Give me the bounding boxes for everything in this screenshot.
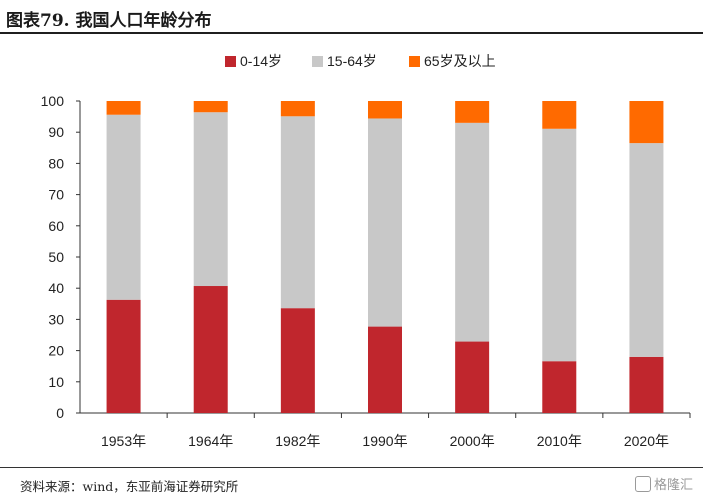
y-tick-label: 100: [41, 93, 65, 109]
bar-segment: [455, 122, 490, 342]
watermark: 格隆汇: [634, 474, 693, 493]
x-tick-label: 1964年: [188, 433, 233, 449]
bar-segment: [368, 118, 402, 327]
y-tick-label: 60: [48, 218, 64, 234]
x-tick-label: 2000年: [450, 433, 495, 449]
watermark-text: 格隆汇: [653, 478, 693, 493]
y-tick-label: 20: [48, 343, 64, 359]
figure-title: 图表79. 我国人口年龄分布: [6, 11, 212, 31]
y-tick-label: 0: [56, 405, 64, 421]
y-tick-label: 10: [48, 374, 64, 390]
bar-segment: [542, 128, 577, 362]
bar-segment: [629, 356, 664, 413]
watermark-logo-icon: [634, 476, 651, 492]
x-tick-label: 2020年: [624, 433, 669, 449]
bar-segment: [542, 361, 577, 413]
y-tick-label: 90: [48, 124, 64, 140]
bar-segment: [455, 101, 490, 123]
bar-segment: [280, 101, 315, 117]
y-tick-label: 50: [48, 249, 64, 265]
legend-label-0: 0-14岁: [240, 53, 282, 69]
source-note: 资料来源：wind，东亚前海证券研究所: [20, 479, 239, 494]
bar-segment: [280, 308, 315, 413]
legend-label-2: 65岁及以上: [424, 53, 496, 69]
source-rule: [0, 467, 703, 468]
legend-swatch-2: [409, 56, 420, 67]
bar-segment: [193, 286, 228, 413]
bar-segment: [629, 143, 664, 357]
bar-segment: [455, 341, 490, 413]
x-tick-label: 1990年: [362, 433, 407, 449]
y-tick-label: 30: [48, 311, 64, 327]
x-tick-label: 2010年: [537, 433, 582, 449]
bar-segment: [193, 112, 228, 287]
x-tick-label: 1982年: [275, 433, 320, 449]
y-tick-label: 80: [48, 155, 64, 171]
y-tick-label: 40: [48, 280, 64, 296]
legend-swatch-1: [312, 56, 323, 67]
legend-swatch-0: [225, 56, 236, 67]
x-tick-label: 1953年: [101, 433, 146, 449]
bar-segment: [629, 101, 664, 144]
bar-segment: [193, 101, 228, 113]
bar-segment: [106, 114, 141, 300]
bar-segment: [280, 116, 315, 309]
bar-segment: [106, 299, 141, 413]
bar-segment: [368, 326, 402, 413]
y-tick-label: 70: [48, 187, 64, 203]
bar-segment: [368, 101, 402, 119]
bar-segment: [106, 101, 141, 115]
bar-segment: [542, 101, 577, 129]
legend-label-1: 15-64岁: [327, 53, 377, 69]
title-rule: [0, 32, 703, 34]
